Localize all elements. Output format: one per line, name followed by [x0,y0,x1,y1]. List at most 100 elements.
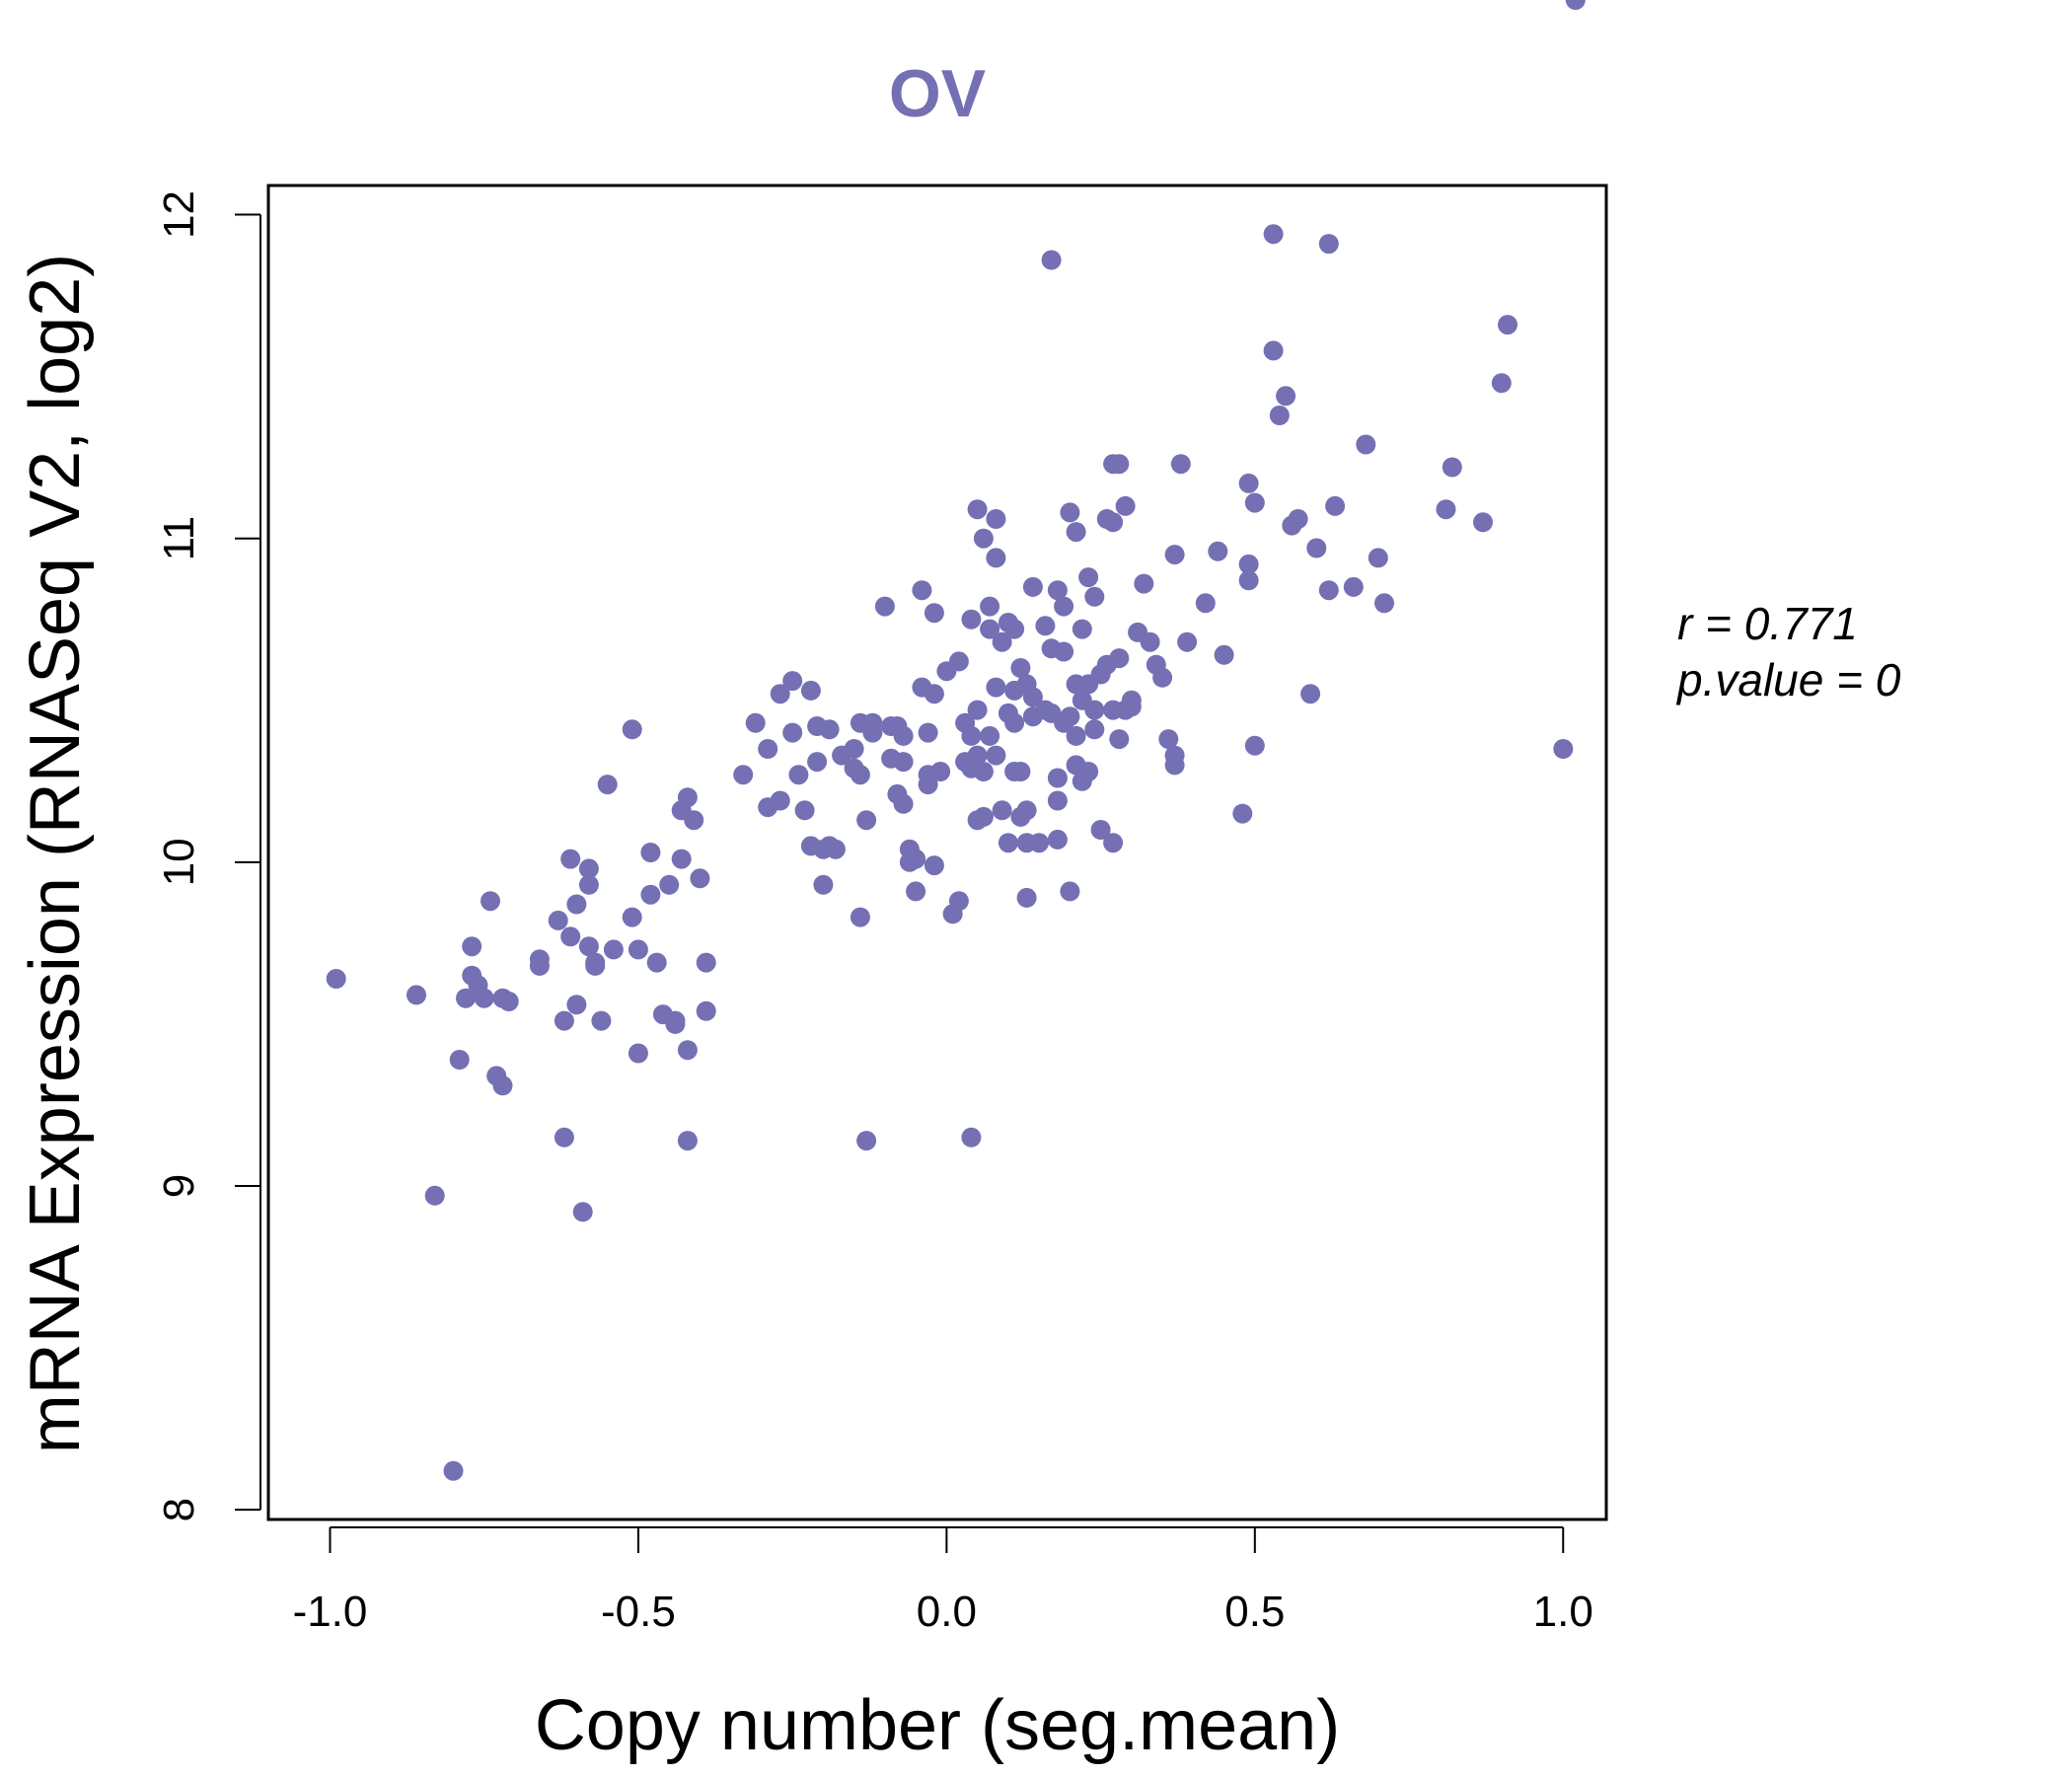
data-point [449,1050,470,1070]
data-point [1066,522,1086,543]
data-point [874,596,895,617]
data-point [640,884,661,905]
data-point [1263,224,1284,245]
data-point [1084,700,1105,720]
data-point [924,684,944,704]
correlation-r-label: r = 0.771 [1677,598,1858,649]
data-point [986,509,1006,529]
data-point [572,1202,593,1222]
data-point [1208,541,1228,561]
data-point [1084,586,1105,607]
data-point [770,790,790,811]
data-point [1263,340,1284,361]
data-point [1300,684,1321,704]
data-point [862,712,883,733]
data-point [578,858,599,879]
y-tick-label: 11 [155,516,203,561]
data-point [677,1131,698,1151]
data-point [948,651,969,672]
data-point [1565,0,1586,10]
data-point [1029,833,1050,853]
x-tick-label: -0.5 [601,1588,676,1636]
data-point [1140,631,1160,652]
data-point [1170,454,1191,475]
data-point [1134,573,1154,594]
data-point [456,988,476,1008]
data-point [918,775,938,795]
y-axis: 8 9 10 11 12 [155,190,261,1521]
data-point [554,1127,574,1147]
data-point [893,752,914,773]
data-point [980,725,1000,746]
data-point [640,843,661,862]
data-point [961,609,982,629]
data-point [1010,658,1031,678]
data-point [628,939,648,960]
data-point [1078,762,1099,781]
data-point [992,631,1012,652]
x-tick-label: 1.0 [1533,1588,1593,1636]
data-point [1238,473,1259,493]
data-point [948,891,969,912]
data-point [603,939,624,960]
data-point [578,936,599,957]
y-axis-label: mRNA Expression (RNASeq V2, log2) [16,254,95,1453]
data-point [745,712,766,733]
data-point [782,671,803,692]
data-point [560,849,581,869]
data-point [1442,457,1462,478]
data-point [1498,315,1517,335]
data-point [1214,644,1234,665]
data-point [788,765,809,785]
plot-area-frame [266,184,1608,1521]
data-point [1078,567,1099,588]
data-point [481,891,500,912]
data-point [1288,509,1308,529]
data-point [986,548,1006,568]
data-point [1109,729,1130,750]
data-point [677,1040,698,1061]
data-point [1325,495,1346,516]
data-point [529,955,550,976]
data-point [856,810,877,831]
data-point [819,719,840,740]
data-point [622,907,642,927]
data-point [1244,492,1265,513]
data-point [1060,502,1080,523]
data-point [1047,829,1068,850]
data-point [1004,712,1025,733]
data-point [498,992,519,1011]
data-point [1195,593,1216,614]
data-point [733,765,754,785]
data-point [800,680,821,701]
data-point [597,775,618,795]
data-point [782,722,803,743]
data-point [980,596,1000,617]
data-point [1060,706,1080,727]
data-point [924,855,944,876]
data-point [690,868,710,889]
data-point [1473,512,1493,533]
data-point [1084,719,1105,740]
data-point [1004,619,1025,639]
data-point [986,677,1006,698]
y-tick-label: 9 [155,1174,203,1198]
data-point [591,1010,612,1031]
data-point [492,1075,513,1096]
data-point [973,762,994,781]
data-point [585,955,606,976]
data-point [566,894,587,915]
data-point [1436,499,1456,520]
data-point [1374,593,1394,614]
data-point [980,619,1000,639]
data-point [671,849,692,869]
x-tick-label: -1.0 [293,1588,368,1636]
data-point [1177,631,1198,652]
data-point [1343,576,1364,597]
data-point [1269,406,1290,425]
data-point [677,787,698,808]
data-point [424,1185,445,1206]
y-tick-label: 10 [155,838,203,886]
data-point [1244,735,1265,756]
data-point [758,739,778,759]
